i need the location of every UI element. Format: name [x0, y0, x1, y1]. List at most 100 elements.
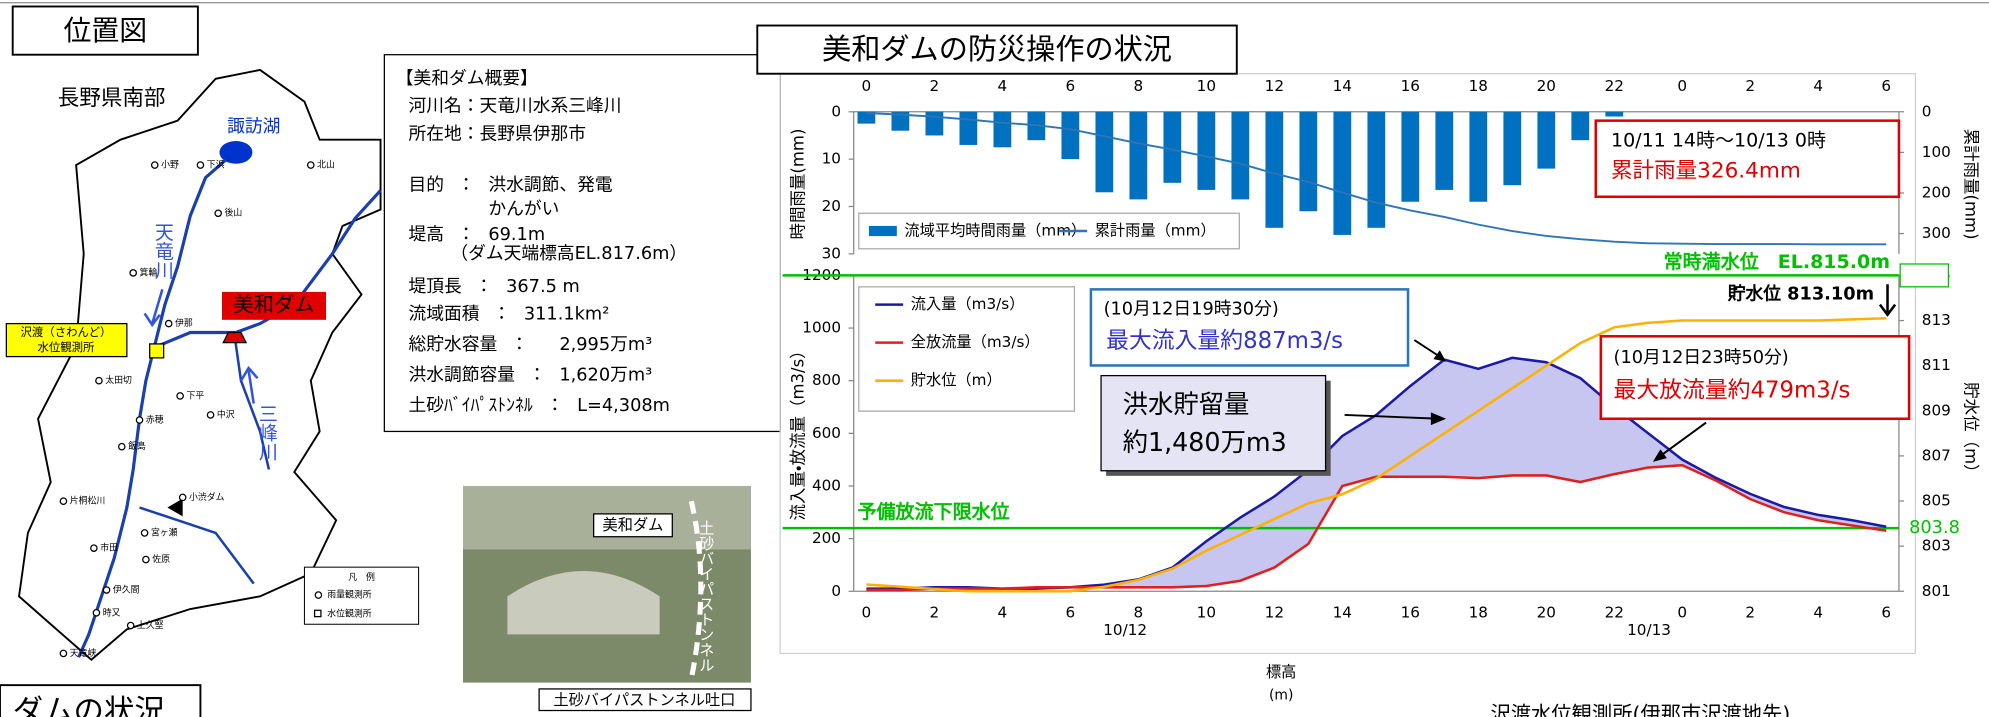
x-tick-label: 4: [1813, 603, 1823, 621]
x-tick-label: 20: [1537, 603, 1556, 621]
gauge-title: 沢渡水位観測所(伊那市沢渡地先): [1490, 702, 1790, 717]
bottom-title: ダムの状況: [13, 695, 165, 717]
overview-line: 洪水調節容量 ： 1,620万m³: [408, 365, 652, 386]
bar: [1163, 112, 1181, 183]
station-marker: [96, 378, 102, 384]
legend-swatch: [869, 226, 897, 236]
bar: [1571, 112, 1589, 140]
overview-line: 堤高 ： 69.1m: [408, 224, 545, 245]
y-axis-label: 時間雨量(mm): [789, 129, 808, 240]
x-tick-label: 4: [1813, 77, 1823, 95]
map-legend-water: 水位観測所: [327, 608, 371, 620]
y2-tick-label: 100: [1922, 143, 1951, 161]
full-level-box: [1900, 264, 1948, 287]
y-tick-label: 400: [812, 476, 841, 494]
y2-tick-label: 813: [1922, 311, 1951, 329]
map-region: 長野県南部: [58, 86, 166, 111]
photo-caption: 土砂バイパストンネル吐口: [553, 691, 735, 709]
x-tick-label: 4: [998, 77, 1008, 95]
station-marker: [197, 162, 203, 168]
y-tick-label: 800: [812, 371, 841, 389]
legend-label: 全放流量（m3/s）: [911, 333, 1040, 351]
station-marker: [127, 622, 133, 628]
x-tick-label: 6: [1066, 603, 1076, 621]
station-label: 後山: [225, 207, 243, 219]
station-marker: [177, 393, 183, 399]
release-note: (10月12日23時50分): [1614, 347, 1789, 368]
x-tick-label: 0: [1677, 603, 1687, 621]
bar: [1129, 112, 1147, 200]
page-canvas: 位置図 長野県南部 諏訪湖 天竜川 三峰川 美和ダム 沢渡（さわんど） 水位観測…: [0, 0, 1989, 717]
storage-note: 約1,480万m3: [1123, 427, 1287, 457]
y2-tick-label: 200: [1922, 183, 1951, 201]
y-tick-label: 0: [831, 102, 841, 120]
y2-tick-label: 300: [1922, 224, 1951, 242]
map-title: 位置図: [63, 14, 147, 47]
bar: [1469, 112, 1487, 202]
y-tick-label: 10: [822, 150, 841, 168]
x-tick-label: 2: [930, 77, 940, 95]
station-label: 時又: [103, 607, 121, 618]
y-tick-label: 20: [822, 197, 841, 215]
overview-title: 【美和ダム概要】: [396, 68, 538, 89]
legend-label: 流域平均時間雨量（mm）: [904, 222, 1086, 240]
y-tick-label: 0: [831, 582, 841, 600]
station-label: 小野: [161, 160, 179, 171]
station-marker: [60, 650, 66, 656]
reference-value: 803.8: [1909, 518, 1960, 538]
x-tick-label: 0: [1677, 77, 1687, 95]
y2-axis-label: 貯水位（m）: [1961, 382, 1980, 480]
overview-line: 河川名：天竜川水系三峰川: [408, 96, 621, 117]
station-label: 市田: [100, 542, 118, 554]
inflow-note: (10月12日19時30分): [1104, 299, 1279, 320]
overview-line: 土砂ﾊﾞｲﾊﾟｽﾄﾝﾈﾙ ： L=4,308m: [408, 395, 669, 416]
station-marker: [91, 545, 97, 551]
gauge-marker: [150, 344, 164, 358]
y2-tick-label: 805: [1922, 492, 1951, 510]
y2-tick-label: 811: [1922, 356, 1951, 374]
station-label: 箕輪: [140, 266, 158, 278]
x-tick-label: 16: [1401, 77, 1420, 95]
overview-line: 流域面積 ： 311.1km²: [408, 304, 609, 325]
river-trib-label: 三峰川: [256, 404, 278, 461]
release-note: 最大放流量約479m3/s: [1614, 377, 1851, 403]
station-label: 片桐松川: [70, 495, 105, 507]
bar: [1367, 112, 1385, 228]
y2-tick-label: 0: [1922, 102, 1932, 120]
station-label: 赤穂: [146, 414, 164, 426]
overview-line: 目的 ： 洪水調節、発電: [408, 174, 612, 195]
station-label: 宮ヶ瀬: [151, 526, 178, 538]
bar: [1333, 112, 1351, 235]
y-tick-label: 200: [812, 529, 841, 547]
y-axis-label: 流入量・放流量（m3/s）: [789, 342, 808, 520]
x-tick-label: 0: [862, 603, 872, 621]
dam-label: 美和ダム: [233, 292, 314, 316]
x-tick-label: 22: [1605, 603, 1624, 621]
bar: [959, 112, 977, 145]
x-tick-label: 10: [1197, 603, 1216, 621]
station-marker: [166, 320, 172, 326]
x-tick-label: 6: [1066, 77, 1076, 95]
station-label: 太田切: [105, 374, 132, 386]
x-tick-label: 0: [862, 77, 872, 95]
x-tick-label: 6: [1881, 77, 1891, 95]
station-label: 小渋ダム: [189, 491, 225, 503]
x-tick-label: 14: [1333, 603, 1352, 621]
overview-line: かんがい: [488, 198, 559, 219]
x-tick-label: 10: [1197, 77, 1216, 95]
y2-tick-label: 801: [1922, 582, 1951, 600]
level-note: 貯水位 813.10m: [1728, 282, 1874, 304]
lake-label: 諏訪湖: [227, 116, 280, 137]
photo-tunnel-label: 土砂バイパストンネル: [697, 520, 715, 672]
overview-line: 堤頂長 ： 367.5 m: [408, 276, 579, 297]
x-tick-label: 8: [1134, 77, 1144, 95]
x-tick-label: 4: [998, 603, 1008, 621]
station-label: 飯島: [128, 440, 146, 452]
x-tick-label: 22: [1605, 77, 1624, 95]
legend-circle: [315, 592, 321, 598]
station-marker: [60, 498, 66, 504]
x-tick-label: 2: [930, 603, 940, 621]
station-label: 北山: [317, 160, 335, 171]
station-marker: [141, 530, 147, 536]
station-label: 中沢: [217, 408, 235, 420]
